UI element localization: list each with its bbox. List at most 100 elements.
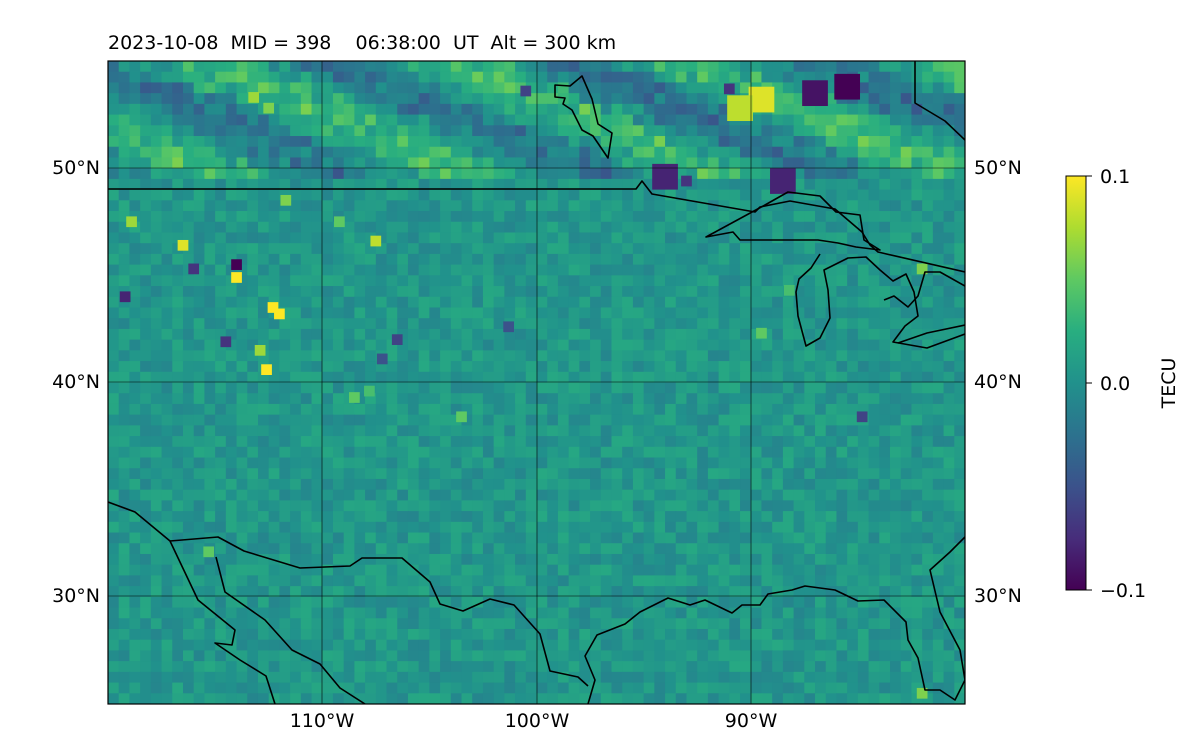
heatmap-cell (751, 157, 762, 168)
heatmap-cell (462, 629, 473, 640)
heatmap-cell (119, 329, 130, 340)
heatmap-cell (879, 404, 890, 415)
heatmap-cell (301, 93, 312, 104)
heatmap-cell (376, 683, 387, 694)
heatmap-cell (419, 372, 430, 383)
heatmap-cell (879, 458, 890, 469)
heatmap-cell (387, 597, 398, 608)
heatmap-cell (504, 350, 515, 361)
heatmap-cell (654, 61, 665, 72)
heatmap-cell (569, 425, 580, 436)
heatmap-cell (826, 693, 837, 704)
heatmap-cell (483, 618, 494, 629)
heatmap-cell (922, 297, 933, 308)
heatmap-cell (504, 297, 515, 308)
heatmap-cell (794, 693, 805, 704)
heatmap-cell (226, 436, 237, 447)
heatmap-cell (601, 468, 612, 479)
heatmap-cell (579, 383, 590, 394)
heatmap-cell (601, 436, 612, 447)
heatmap-cell (504, 629, 515, 640)
heatmap-cell (954, 425, 965, 436)
heatmap-cell (204, 383, 215, 394)
heatmap-cell (944, 415, 955, 426)
heatmap-cell (933, 393, 944, 404)
heatmap-cell (494, 307, 505, 318)
heatmap-cell (162, 468, 173, 479)
heatmap-cell (333, 115, 344, 126)
heatmap-cell (558, 683, 569, 694)
heatmap-cell (601, 479, 612, 490)
heatmap-cell (494, 232, 505, 243)
heatmap-cell (183, 533, 194, 544)
heatmap-cell (526, 661, 537, 672)
heatmap-cell (172, 661, 183, 672)
heatmap-cell (344, 157, 355, 168)
heatmap-cell (376, 307, 387, 318)
heatmap-cell (429, 115, 440, 126)
heatmap-cell (590, 82, 601, 93)
heatmap-cell (633, 650, 644, 661)
heatmap-cell (483, 104, 494, 115)
heatmap-cell (676, 125, 687, 136)
heatmap-cell (387, 157, 398, 168)
heatmap-cell (312, 329, 323, 340)
heatmap-cell (312, 72, 323, 83)
heatmap-cell (547, 693, 558, 704)
heatmap-cell (462, 147, 473, 158)
heatmap-cell (119, 479, 130, 490)
heatmap-cell (472, 275, 483, 286)
heatmap-cell (183, 597, 194, 608)
heatmap-cell (611, 125, 622, 136)
heatmap-cell (676, 297, 687, 308)
heatmap-cell (740, 340, 751, 351)
heatmap-cell (515, 447, 526, 458)
heatmap-cell (408, 200, 419, 211)
heatmap-cell (836, 490, 847, 501)
heatmap-cell (740, 265, 751, 276)
heatmap-cell (312, 372, 323, 383)
heatmap-cell (890, 511, 901, 522)
heatmap-cell (504, 82, 515, 93)
heatmap-cell (290, 479, 301, 490)
heatmap-cell (387, 82, 398, 93)
heatmap-cell (322, 629, 333, 640)
heatmap-cell (226, 522, 237, 533)
heatmap-cell (719, 125, 730, 136)
heatmap-cell (783, 640, 794, 651)
heatmap-cell (344, 415, 355, 426)
heatmap-cell (815, 425, 826, 436)
heatmap-cell (397, 93, 408, 104)
heatmap-cell (354, 425, 365, 436)
heatmap-cell (322, 372, 333, 383)
heatmap-cell (129, 147, 140, 158)
heatmap-cell (151, 340, 162, 351)
heatmap-cell (772, 479, 783, 490)
heatmap-cell (601, 297, 612, 308)
heatmap-cell (858, 307, 869, 318)
heatmap-cell (676, 147, 687, 158)
heatmap-cell (633, 511, 644, 522)
heatmap-cell (869, 393, 880, 404)
heatmap-cell (515, 436, 526, 447)
heatmap-cell (408, 190, 419, 201)
heatmap-cell (729, 350, 740, 361)
heatmap-cell (558, 490, 569, 501)
heatmap-cell (194, 72, 205, 83)
heatmap-cell (322, 104, 333, 115)
heatmap-cell (944, 393, 955, 404)
heatmap-cell (676, 618, 687, 629)
heatmap-cell (215, 683, 226, 694)
heatmap-cell (429, 307, 440, 318)
heatmap-cell (483, 307, 494, 318)
heatmap-cell (890, 211, 901, 222)
heatmap-cell (922, 222, 933, 233)
heatmap-cell (183, 307, 194, 318)
heatmap-cell (365, 543, 376, 554)
heatmap-cell (462, 479, 473, 490)
heatmap-cell (344, 307, 355, 318)
heatmap-cell (686, 575, 697, 586)
heatmap-cell (761, 275, 772, 286)
heatmap-cell (537, 190, 548, 201)
heatmap-cell (537, 543, 548, 554)
